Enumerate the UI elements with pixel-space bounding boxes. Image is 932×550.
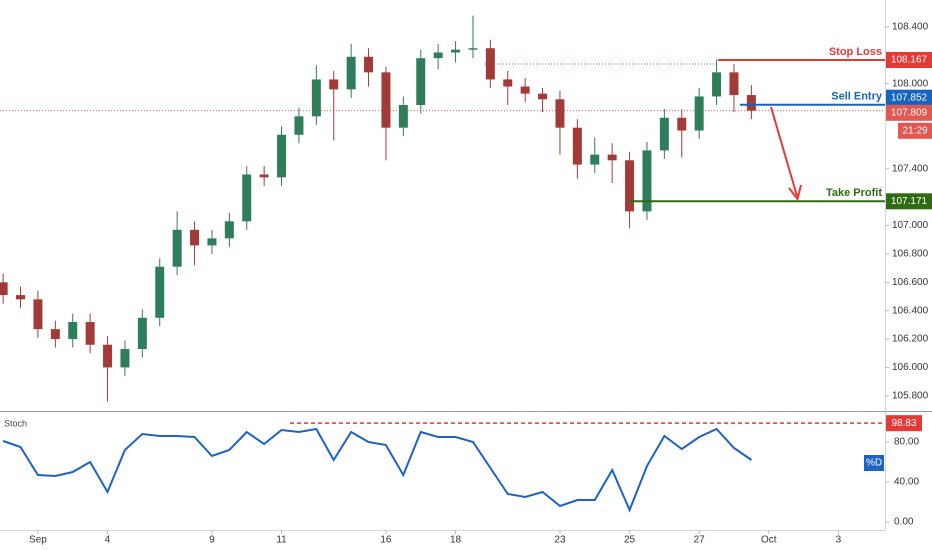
candle-body — [555, 99, 565, 128]
candle-body — [746, 95, 756, 111]
y-tick-label: 108.000 — [892, 78, 929, 89]
candle-body — [607, 154, 617, 161]
x-tick-label: 23 — [554, 535, 566, 546]
candle-body — [729, 72, 739, 96]
candle-body — [68, 322, 78, 340]
x-tick-label: 16 — [380, 535, 392, 546]
y-tick-label: 105.800 — [892, 390, 929, 401]
countdown: 21:29 — [902, 125, 927, 136]
candle-body — [33, 299, 43, 330]
y-tick-label: 108.400 — [892, 22, 929, 33]
last-price-box — [886, 104, 932, 121]
candle-body — [694, 96, 704, 131]
candle-body — [103, 344, 113, 368]
candle-body — [0, 282, 8, 296]
legend-label: %D — [866, 458, 882, 469]
candle-body — [224, 221, 234, 239]
candle-body — [398, 104, 408, 128]
candle-body — [50, 329, 60, 340]
x-tick-label: 18 — [450, 535, 462, 546]
candle-body — [259, 174, 269, 178]
candle-body — [416, 58, 426, 105]
arrow-line — [770, 106, 798, 197]
candle-body — [538, 93, 548, 100]
x-tick-label: 3 — [836, 535, 842, 546]
y-tick-label: 106.000 — [892, 362, 929, 373]
candle-body — [190, 229, 200, 246]
reference-box — [886, 415, 922, 432]
candle-body — [503, 79, 513, 87]
candle-body — [659, 117, 669, 151]
candle-body — [433, 52, 443, 59]
candle-body — [155, 266, 165, 318]
candle-body — [85, 322, 95, 345]
y-tick-label: 80.00 — [894, 437, 919, 448]
level-label: Sell Entry — [831, 91, 883, 103]
pane-title: Stoch — [4, 418, 27, 428]
level-value: 108.167 — [891, 55, 928, 66]
candle-body — [381, 72, 391, 128]
candle-body — [311, 79, 321, 117]
y-tick-label: 106.600 — [892, 277, 929, 288]
candle-body — [642, 150, 652, 212]
x-tick-label: Oct — [761, 535, 777, 546]
level-value-box — [886, 89, 932, 106]
y-tick-label: 106.400 — [892, 305, 929, 316]
y-tick-label: 106.800 — [892, 249, 929, 260]
x-tick-label: 27 — [694, 535, 706, 546]
y-tick-label: 0.00 — [894, 517, 914, 528]
trade-arrow — [770, 106, 802, 202]
level-value-box — [886, 193, 932, 210]
candle-body — [277, 134, 287, 178]
last-price: 107.809 — [891, 107, 928, 118]
candle-body — [520, 86, 530, 94]
arrow-head — [788, 184, 802, 202]
candle-body — [120, 348, 130, 368]
level-label: Take Profit — [826, 187, 882, 199]
x-tick-label: Sep — [29, 535, 47, 546]
candle-body — [294, 116, 304, 135]
y-tick-label: 107.400 — [892, 163, 929, 174]
x-tick-label: 4 — [105, 535, 111, 546]
stoch-line — [2, 427, 752, 513]
level-value-box — [886, 52, 932, 69]
y-tick-label: 40.00 — [894, 477, 919, 488]
candle-body — [207, 238, 217, 246]
level-value: 107.171 — [891, 196, 928, 207]
candle-body — [625, 160, 635, 212]
candle-body — [137, 317, 147, 349]
candle-body — [16, 295, 26, 300]
candle-body — [364, 56, 374, 73]
countdown-box — [898, 122, 932, 139]
level-label: Stop Loss — [829, 46, 882, 58]
candle-body — [172, 229, 182, 267]
candle-body — [242, 174, 252, 222]
candle-body — [346, 56, 356, 90]
candle-body — [712, 72, 722, 97]
x-tick-label: 9 — [209, 535, 215, 546]
y-tick-label: 107.000 — [892, 220, 929, 231]
candle-body — [451, 49, 461, 53]
candle-body — [468, 48, 478, 50]
reference-value: 98.83 — [891, 418, 916, 429]
legend-box — [864, 455, 884, 471]
candle-body — [572, 127, 582, 165]
level-value: 107.852 — [891, 92, 928, 103]
x-tick-label: 11 — [276, 535, 287, 546]
candle-body — [485, 48, 495, 80]
y-tick-label: 106.200 — [892, 334, 929, 345]
candle-body — [590, 154, 600, 165]
candle-body — [329, 79, 339, 90]
x-tick-label: 25 — [624, 535, 636, 546]
candle-body — [677, 117, 687, 131]
